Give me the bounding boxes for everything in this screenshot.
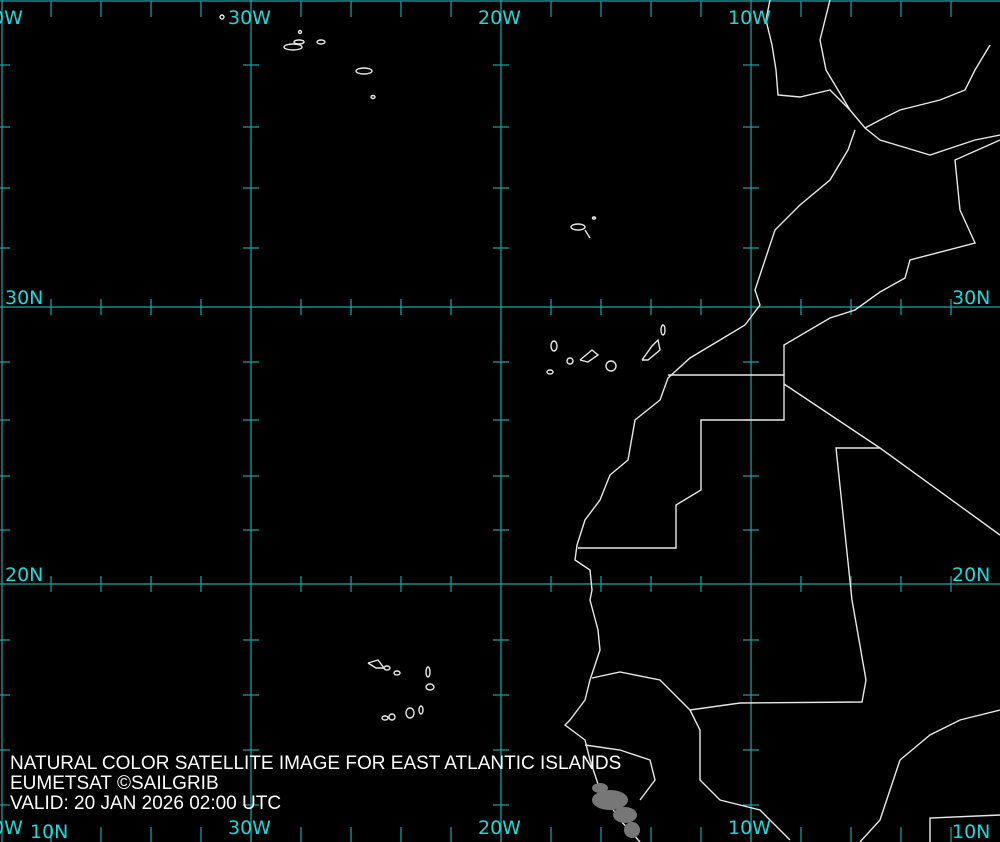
- guinea-bissau-islands: [592, 783, 640, 838]
- lon-label-top-20w: 20W: [478, 7, 521, 29]
- lon-label-bottom-20w: 20W: [478, 817, 521, 839]
- coastlines: [219, 0, 1000, 842]
- caption-title: NATURAL COLOR SATELLITE IMAGE FOR EAST A…: [10, 753, 622, 774]
- lon-label-top-40w: 0W: [0, 7, 23, 29]
- canary-islands: [546, 324, 666, 375]
- lon-label-bottom-10w: 10W: [728, 817, 771, 839]
- lon-label-bottom-30w: 30W: [228, 817, 271, 839]
- lat-label-right-20n: 20N: [952, 564, 991, 586]
- graticule-ticks: [0, 1, 952, 842]
- lat-label-right-10n: 10N: [952, 821, 991, 842]
- cape-verde-islands: [367, 659, 435, 721]
- lat-label-right-30n: 30N: [952, 287, 991, 309]
- madeira: [355, 67, 376, 100]
- lat-label-left-30n: 30N: [5, 287, 44, 309]
- caption-credit: EUMETSAT ©SAILGRIB: [10, 773, 219, 794]
- lon-label-top-30w: 30W: [228, 7, 271, 29]
- lat-label-left-20n: 20N: [5, 564, 44, 586]
- lon-label-bottom-40w: 0W: [0, 817, 23, 839]
- caption-valid-time: VALID: 20 JAN 2026 02:00 UTC: [10, 793, 282, 814]
- savage-islands: [570, 216, 597, 239]
- lon-label-top-10w: 10W: [728, 7, 771, 29]
- lat-label-left-10n: 10N: [30, 821, 69, 842]
- azores: [219, 14, 326, 51]
